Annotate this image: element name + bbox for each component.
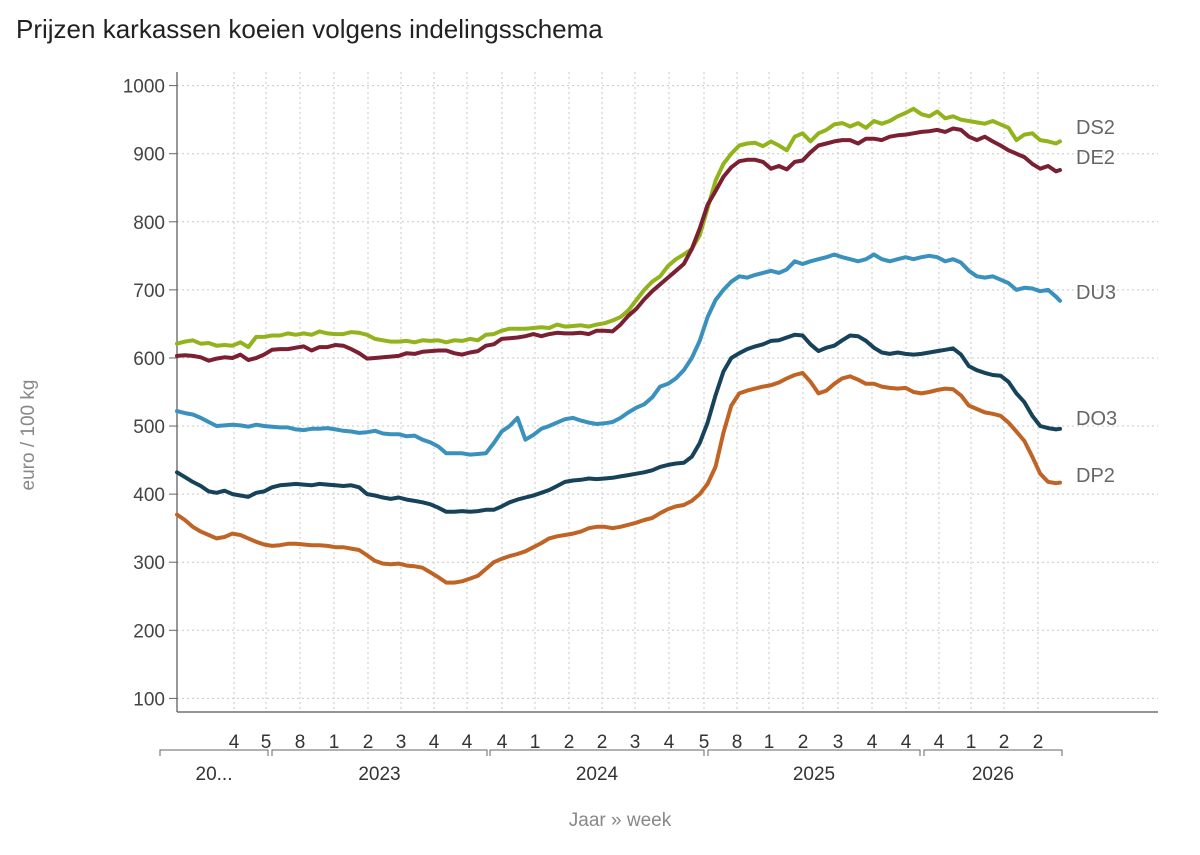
y-tick-label: 700 (133, 281, 165, 302)
x-tick-label: 3 (396, 732, 407, 753)
x-tick-label: 2 (798, 732, 809, 753)
series-labels: DS2 DE2 DU3 DO3 DP2 (1076, 117, 1117, 487)
year-bracket (271, 749, 488, 756)
x-tick-label: 4 (429, 732, 440, 753)
x-tick-label: 5 (261, 732, 272, 753)
x-tick-label: 8 (295, 732, 306, 753)
x-tick-label: 1 (329, 732, 340, 753)
y-tick-label: 300 (133, 553, 165, 574)
series-label-dp2: DP2 (1076, 465, 1115, 487)
x-tick-label: 4 (497, 732, 508, 753)
year-label: 2023 (358, 764, 400, 785)
y-tick-label: 100 (133, 689, 165, 710)
x-tick-label: 4 (934, 732, 945, 753)
x-tick-label: 5 (699, 732, 710, 753)
series-line-de2 (175, 126, 1062, 363)
y-tick-label: 500 (133, 417, 165, 438)
chart-title: Prijzen karkassen koeien volgens indelin… (16, 14, 603, 44)
x-tick-label: 2 (363, 732, 374, 753)
y-tick-label: 600 (133, 349, 165, 370)
y-tick-label: 800 (133, 213, 165, 234)
x-tick-label: 2 (564, 732, 575, 753)
x-tick-label: 4 (867, 732, 878, 753)
grid (177, 72, 1158, 712)
x-tick-label: 3 (833, 732, 844, 753)
x-tick-label: 4 (664, 732, 675, 753)
x-tick-label: 2 (597, 732, 608, 753)
x-axis-label: Jaar » week (569, 810, 672, 831)
year-label: 2024 (576, 764, 619, 785)
x-tick-label: 2 (999, 732, 1010, 753)
year-bracket (159, 749, 269, 756)
series-line-ds2 (175, 106, 1062, 350)
series-label-de2: DE2 (1076, 147, 1115, 169)
series-label-du3: DU3 (1076, 282, 1116, 304)
series-line-du3 (175, 252, 1062, 457)
x-tick-label: 1 (764, 732, 775, 753)
year-label: 20... (196, 764, 233, 785)
series-label-do3: DO3 (1076, 408, 1117, 430)
y-tick-label: 1000 (123, 77, 165, 98)
year-label: 2025 (793, 764, 835, 785)
year-bracket (707, 749, 921, 756)
y-axis: 100 200 300 400 500 600 700 800 900 1000 (123, 72, 178, 712)
year-bracket (489, 749, 705, 756)
y-tick-label: 900 (133, 145, 165, 166)
y-axis-label: euro / 100 kg (18, 380, 39, 491)
series-label-ds2: DS2 (1076, 117, 1115, 139)
year-bracket (923, 749, 1063, 756)
series-line-dp2 (175, 370, 1062, 585)
x-axis: 4 5 8 1 2 3 4 4 4 1 2 2 3 4 5 8 1 2 3 4 4 4 1 2 220... 2023 2024 20… (159, 711, 1158, 785)
y-tick-label: 400 (133, 485, 165, 506)
year-label: 2026 (972, 764, 1014, 785)
series-lines (175, 106, 1062, 585)
x-tick-label: 1 (966, 732, 977, 753)
y-tick-label: 200 (133, 621, 165, 642)
x-tick-label: 4 (901, 732, 912, 753)
x-tick-label: 1 (530, 732, 541, 753)
x-tick-label: 8 (732, 732, 743, 753)
x-tick-label: 3 (630, 732, 641, 753)
x-tick-label: 4 (462, 732, 473, 753)
x-tick-label: 2 (1033, 732, 1044, 753)
series-line-do3 (175, 332, 1062, 514)
x-tick-label: 4 (229, 732, 240, 753)
